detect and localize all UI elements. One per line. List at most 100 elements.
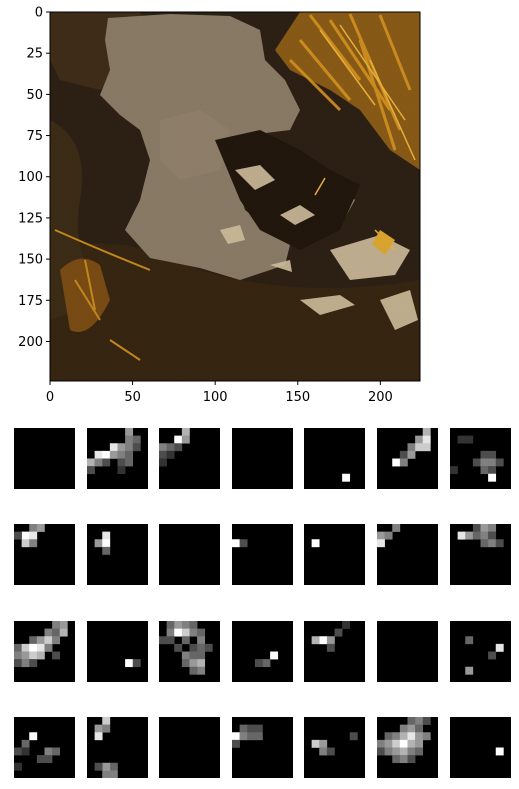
feature-map-tile	[304, 428, 365, 489]
feature-map-cell	[415, 717, 424, 725]
feature-map-cell	[52, 628, 61, 637]
feature-map-cell	[36, 755, 45, 764]
feature-map-cell	[480, 531, 489, 540]
feature-map-cell	[239, 539, 248, 548]
feature-map-cell	[262, 659, 271, 668]
feature-map-cell	[21, 659, 30, 668]
feature-map-cell	[422, 717, 431, 725]
feature-map-cell	[166, 621, 175, 629]
feature-map-cell	[159, 636, 167, 645]
feature-map-cell	[311, 636, 320, 645]
feature-map-cell	[21, 651, 30, 660]
feature-map-cell	[399, 739, 408, 748]
feature-map-cell	[36, 524, 45, 532]
feature-map-cell	[415, 747, 424, 756]
y-tick-label: 100	[18, 170, 43, 185]
feature-map-cell	[21, 531, 30, 540]
feature-map-cell	[247, 724, 256, 733]
feature-map-cell	[14, 651, 22, 660]
feature-map-cell	[174, 443, 183, 452]
main-image-plot: 0 50 100 150 200 0 25 50 75 100 125 150 175 200	[18, 6, 421, 405]
y-tick-label: 75	[26, 129, 43, 144]
feature-map-cell	[254, 724, 263, 733]
feature-map-cell	[422, 428, 431, 436]
feature-map-cell	[399, 747, 408, 756]
feature-map-cell	[319, 747, 328, 756]
feature-map-cell	[36, 643, 45, 652]
feature-map-cell	[392, 739, 401, 748]
feature-map-cell	[181, 428, 190, 436]
feature-map-cell	[109, 450, 118, 459]
feature-map-cell	[204, 643, 213, 652]
feature-map-cell	[189, 659, 198, 668]
feature-map-cell	[399, 458, 408, 467]
feature-map-cell	[189, 643, 198, 652]
feature-map-cell	[488, 539, 497, 548]
feature-map-cell	[495, 643, 504, 652]
feature-map-cell	[384, 739, 393, 748]
feature-map-cell	[94, 539, 103, 548]
feature-map-cell	[415, 443, 424, 452]
feature-map-tile	[304, 621, 365, 682]
feature-map-cell	[174, 628, 183, 637]
feature-map-cell	[415, 732, 424, 741]
feature-map-cell	[166, 450, 175, 459]
feature-map-cell	[399, 450, 408, 459]
feature-map-cell	[125, 458, 134, 467]
feature-map-tile	[159, 524, 220, 585]
feature-map-cell	[181, 435, 190, 444]
feature-map-cell	[94, 450, 103, 459]
feature-map-cell	[181, 636, 190, 645]
feature-map-cell	[181, 628, 190, 637]
feature-map-cell	[36, 636, 45, 645]
feature-map-tile	[450, 717, 511, 778]
feature-map-cell	[21, 643, 30, 652]
feature-map-cell	[197, 643, 206, 652]
feature-map-cell	[326, 643, 335, 652]
feature-map-cell	[270, 651, 279, 660]
x-axis: 0 50 100 150 200	[46, 381, 393, 405]
feature-map-cell	[14, 643, 22, 652]
feature-map-cell	[407, 755, 416, 764]
feature-map-cell	[488, 466, 497, 475]
feature-map-cell	[407, 443, 416, 452]
feature-map-cell	[422, 443, 431, 452]
feature-map-cell	[488, 524, 497, 532]
feature-map-cell	[21, 539, 30, 548]
feature-map-cell	[311, 739, 320, 748]
feature-map-cell	[488, 450, 497, 459]
feature-map-cell	[326, 636, 335, 645]
feature-map-cell	[159, 443, 167, 452]
feature-map-cell	[159, 458, 167, 467]
feature-map-cell	[59, 621, 68, 629]
feature-map-cell	[415, 435, 424, 444]
feature-map-cell	[480, 524, 489, 532]
x-tick-label: 150	[285, 390, 310, 405]
feature-map-tile	[14, 524, 75, 585]
feature-map-cell	[254, 732, 263, 741]
feature-map-cell	[392, 524, 401, 532]
feature-map-cell	[197, 651, 206, 660]
feature-map-tile	[14, 621, 75, 682]
feature-map-cell	[457, 531, 466, 540]
feature-map-cell	[44, 643, 53, 652]
feature-map-cell	[465, 435, 474, 444]
feature-map-cell	[125, 659, 134, 668]
feature-map-cell	[415, 739, 424, 748]
feature-map-cell	[102, 724, 111, 733]
feature-map-cell	[29, 732, 38, 741]
feature-map-cell	[125, 428, 134, 436]
feature-map-cell	[232, 539, 240, 548]
feature-map-cell	[472, 531, 481, 540]
y-tick-label: 125	[18, 211, 43, 226]
feature-map-cell	[109, 443, 118, 452]
feature-map-cell	[102, 717, 111, 725]
x-tick-label: 0	[46, 390, 54, 405]
feature-map-cell	[407, 739, 416, 748]
feature-map-tile	[304, 717, 365, 778]
feature-map-cell	[407, 747, 416, 756]
x-tick-label: 200	[368, 390, 393, 405]
feature-map-cell	[422, 732, 431, 741]
feature-map-tile	[14, 428, 75, 489]
feature-map-cell	[239, 732, 248, 741]
